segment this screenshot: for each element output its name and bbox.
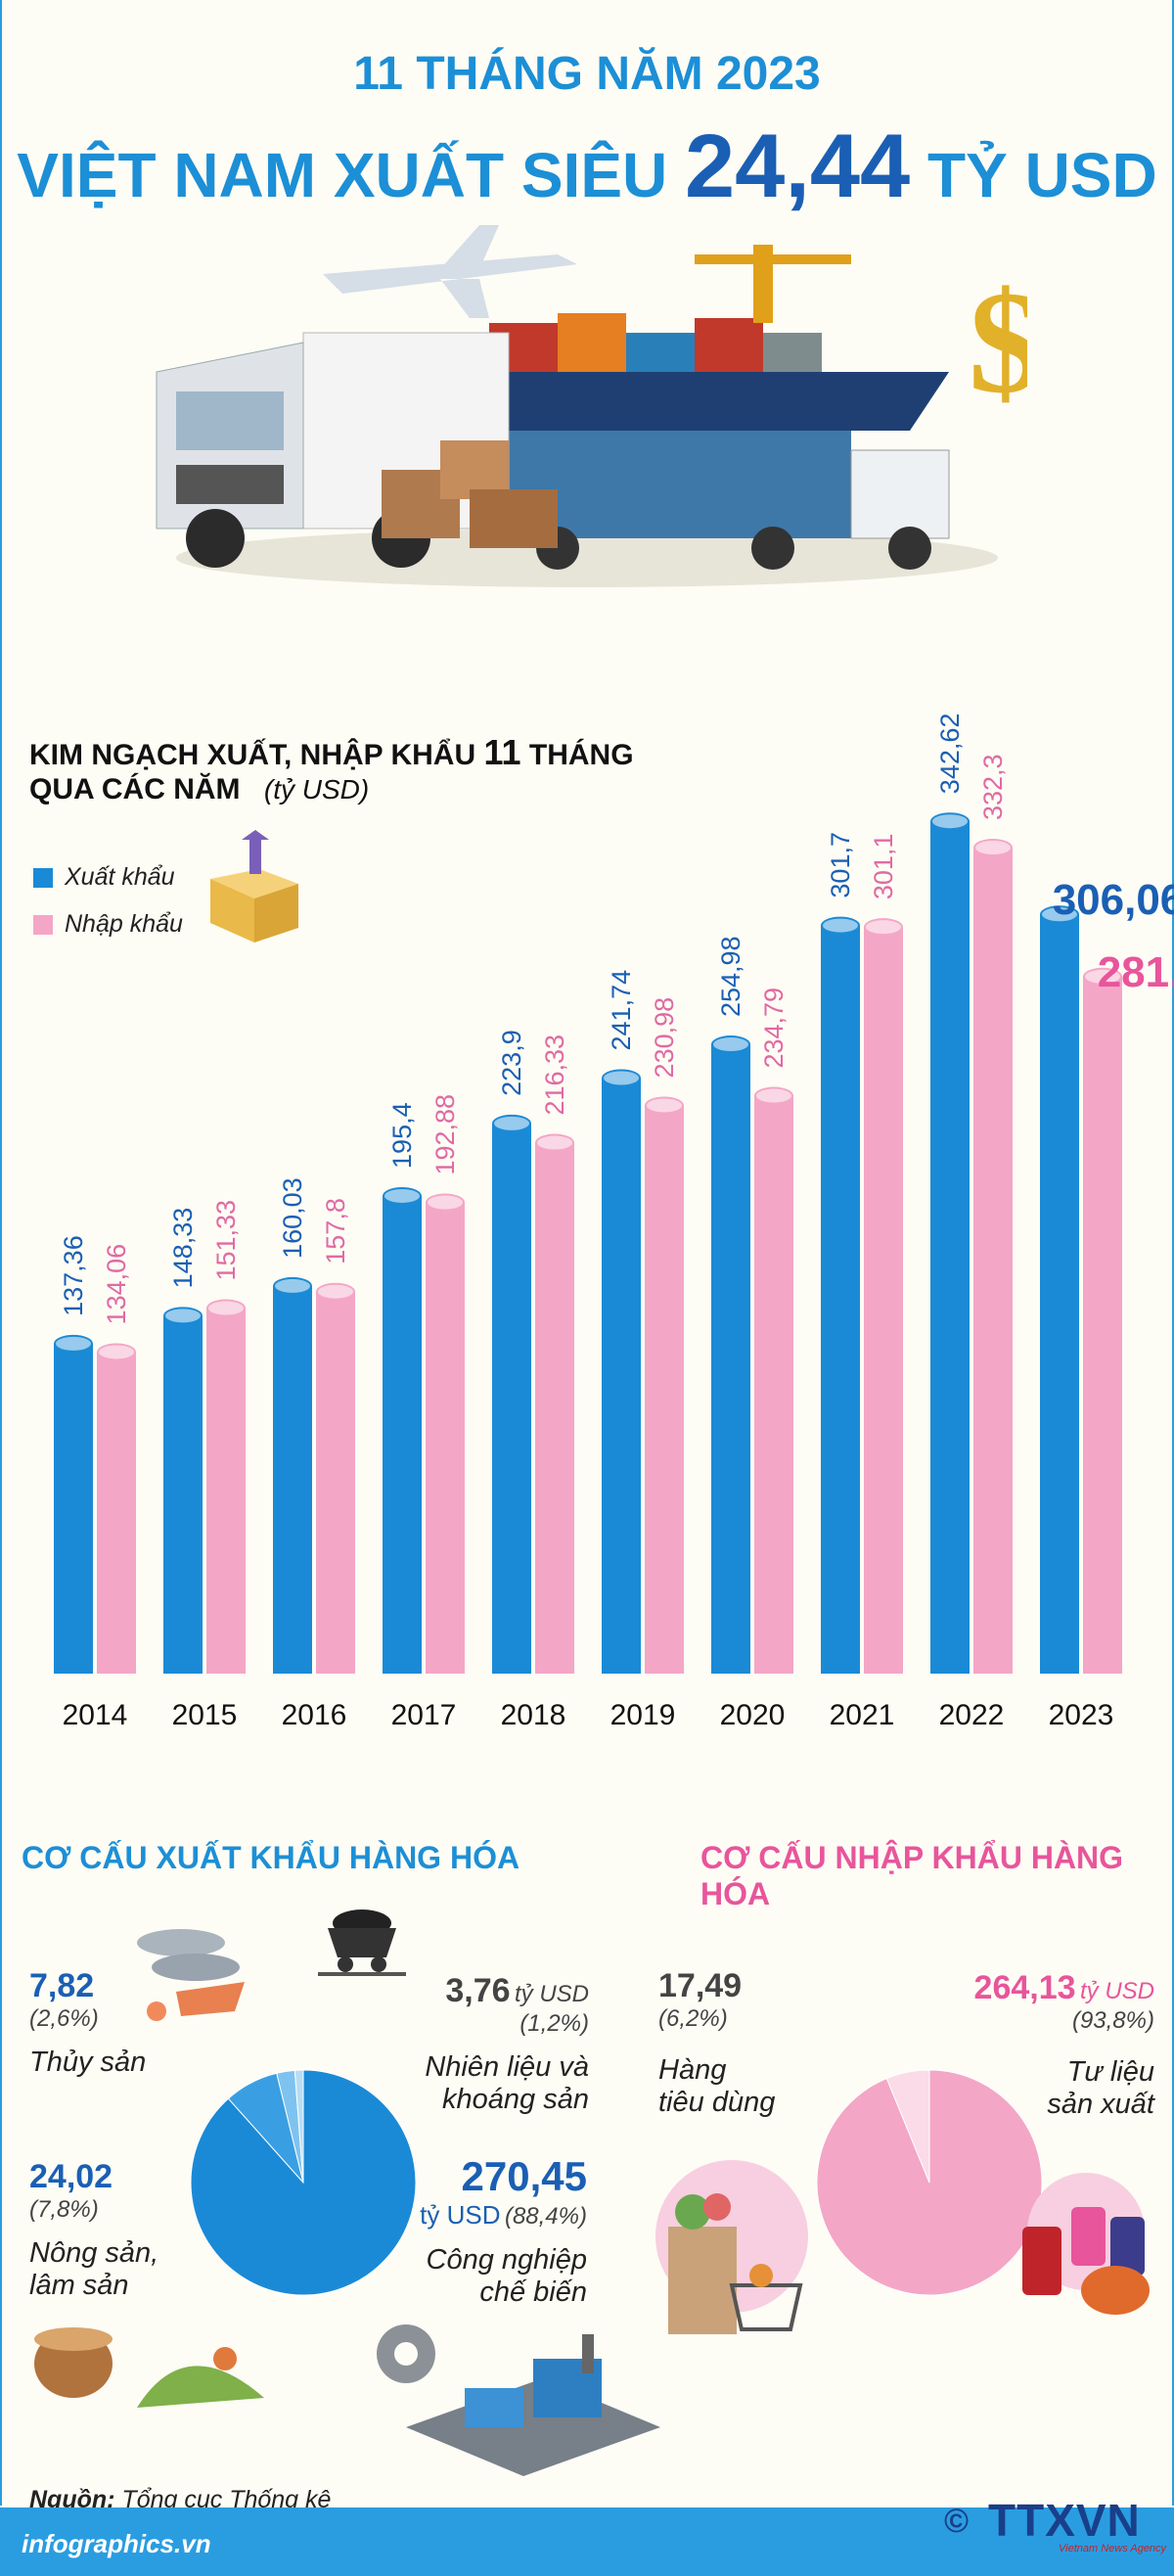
header-suffix: TỶ USD [927,140,1157,210]
data-label-import-2019: 230,98 [650,997,679,1079]
fish-icon [137,1929,245,2021]
legend-import: Nhập khẩu [33,910,183,939]
x-tick-2021: 2021 [830,1699,895,1731]
data-label-import-2023: 281,62 [1098,948,1174,996]
data-label-export-2018: 223,9 [497,1030,526,1096]
bar-export-2021 [821,916,860,1674]
bar-import-2016 [316,1282,355,1674]
airplane-icon [323,225,577,318]
bar-export-2015 [163,1307,203,1674]
industry-icon [377,2324,660,2476]
label-tu-lieu: 264,13 tỷ USD (93,8%) Tư liệu sản xuất [973,1969,1154,2120]
pie-slice-h-ng-ti-u-d-ng [885,2069,930,2184]
header-line1: 11 THÁNG NĂM 2023 [353,48,821,100]
x-tick-2020: 2020 [720,1699,786,1731]
footer-bar [0,2507,1174,2576]
data-label-import-2018: 216,33 [540,1035,569,1116]
x-tick-2014: 2014 [63,1699,128,1731]
box-icon [210,830,298,943]
bar-import-2019 [645,1096,684,1674]
bar-export-2022 [930,812,970,1674]
data-label-export-2015: 148,33 [168,1208,198,1289]
bar-export-2017 [383,1186,422,1674]
import-pie [816,2069,1043,2296]
bar-import-2023 [1083,967,1122,1674]
data-label-import-2015: 151,33 [211,1200,241,1281]
crane-icon [695,245,851,323]
label-nhien-lieu: 3,76 tỷ USD (1,2%) Nhiên liệu và khoáng … [425,1972,589,2115]
label-nong-san: 24,02 (7,8%) Nông sản, lâm sản [29,2158,159,2301]
bar-export-2018 [492,1114,531,1674]
x-tick-2017: 2017 [391,1699,457,1731]
chart-subtitle: QUA CÁC NĂM (tỷ USD) [29,773,370,805]
bar-export-2020 [711,1035,750,1674]
data-label-export-2020: 254,98 [716,936,745,1017]
label-hang-tieu-dung: 17,49 (6,2%) Hàng tiêu dùng [658,1967,776,2118]
x-tick-2018: 2018 [501,1699,566,1731]
data-label-import-2020: 234,79 [759,988,789,1069]
x-tick-2016: 2016 [282,1699,347,1731]
bar-import-2021 [864,918,903,1674]
coal-cart-icon [318,1909,406,1976]
import-structure-title: CƠ CẤU NHẬP KHẨU HÀNG HÓA [700,1840,1124,1911]
pie-slice-t-li-u-s-n-xu-t [816,2069,1043,2296]
export-pie [190,2069,417,2296]
bar-export-2014 [54,1334,93,1674]
bar-export-2023 [1040,905,1079,1674]
bar-import-2014 [97,1343,136,1674]
data-label-export-2019: 241,74 [607,970,636,1051]
data-label-import-2014: 134,06 [102,1244,131,1325]
data-label-import-2017: 192,88 [430,1094,460,1175]
bar-export-2016 [273,1276,312,1674]
bar-import-2015 [206,1299,246,1674]
x-tick-2015: 2015 [172,1699,238,1731]
data-label-export-2021: 301,7 [826,832,855,898]
agency-logo: TTXVN [988,2495,1141,2546]
page-frame [0,0,1174,2506]
data-label-export-2023: 306,06 [1053,876,1174,924]
x-tick-2022: 2022 [939,1699,1005,1731]
bar-import-2022 [973,839,1013,1674]
data-label-export-2017: 195,4 [387,1102,417,1169]
bar-chart: 137,36 134,06 2014 148,33 151,33 2015 160,03 15… [54,713,1174,1731]
data-label-import-2016: 157,8 [321,1198,350,1265]
export-structure-title: CƠ CẤU XUẤT KHẨU HÀNG HÓA [22,1840,520,1875]
agency-subtitle: Vietnam News Agency [1059,2543,1167,2554]
data-label-export-2014: 137,36 [59,1235,88,1316]
farm-icon [34,2327,264,2408]
data-label-export-2022: 342,62 [935,713,965,795]
hero-illustration: $ [156,225,1027,587]
data-label-import-2022: 332,3 [978,754,1008,820]
bar-import-2020 [754,1086,793,1674]
thread-spool-icon [1022,2173,1150,2315]
data-label-export-2016: 160,03 [278,1177,307,1259]
label-thuy-san: 7,82 (2,6%) Thủy sản [29,1967,147,2078]
header-prefix: VIỆT NAM XUẤT SIÊU [17,140,668,210]
header-line2: VIỆT NAM XUẤT SIÊU 24,44 TỶ USD [0,115,1174,218]
legend-export: Xuất khẩu [33,863,175,892]
copyright-icon: © [944,2503,970,2540]
x-tick-2023: 2023 [1049,1699,1114,1731]
chart-title: KIM NGẠCH XUẤT, NHẬP KHẨU 11 THÁNG [29,732,634,772]
bar-export-2019 [602,1069,641,1674]
bar-import-2017 [426,1193,465,1674]
data-label-import-2021: 301,1 [869,834,898,900]
header-number: 24,44 [685,116,911,216]
site-link[interactable]: infographics.vn [22,2529,211,2558]
bar-import-2018 [535,1133,574,1674]
x-tick-2019: 2019 [610,1699,676,1731]
dollar-icon: $ [969,261,1027,424]
pie-slice-nhi-n-li-u-v-kho-ng-s-n [294,2069,304,2184]
ship-icon [460,372,949,431]
label-cong-nghiep: 270,45 tỷ USD (88,4%) Công nghiệp chế bi… [420,2153,587,2308]
shopping-bag-icon [655,2160,808,2334]
